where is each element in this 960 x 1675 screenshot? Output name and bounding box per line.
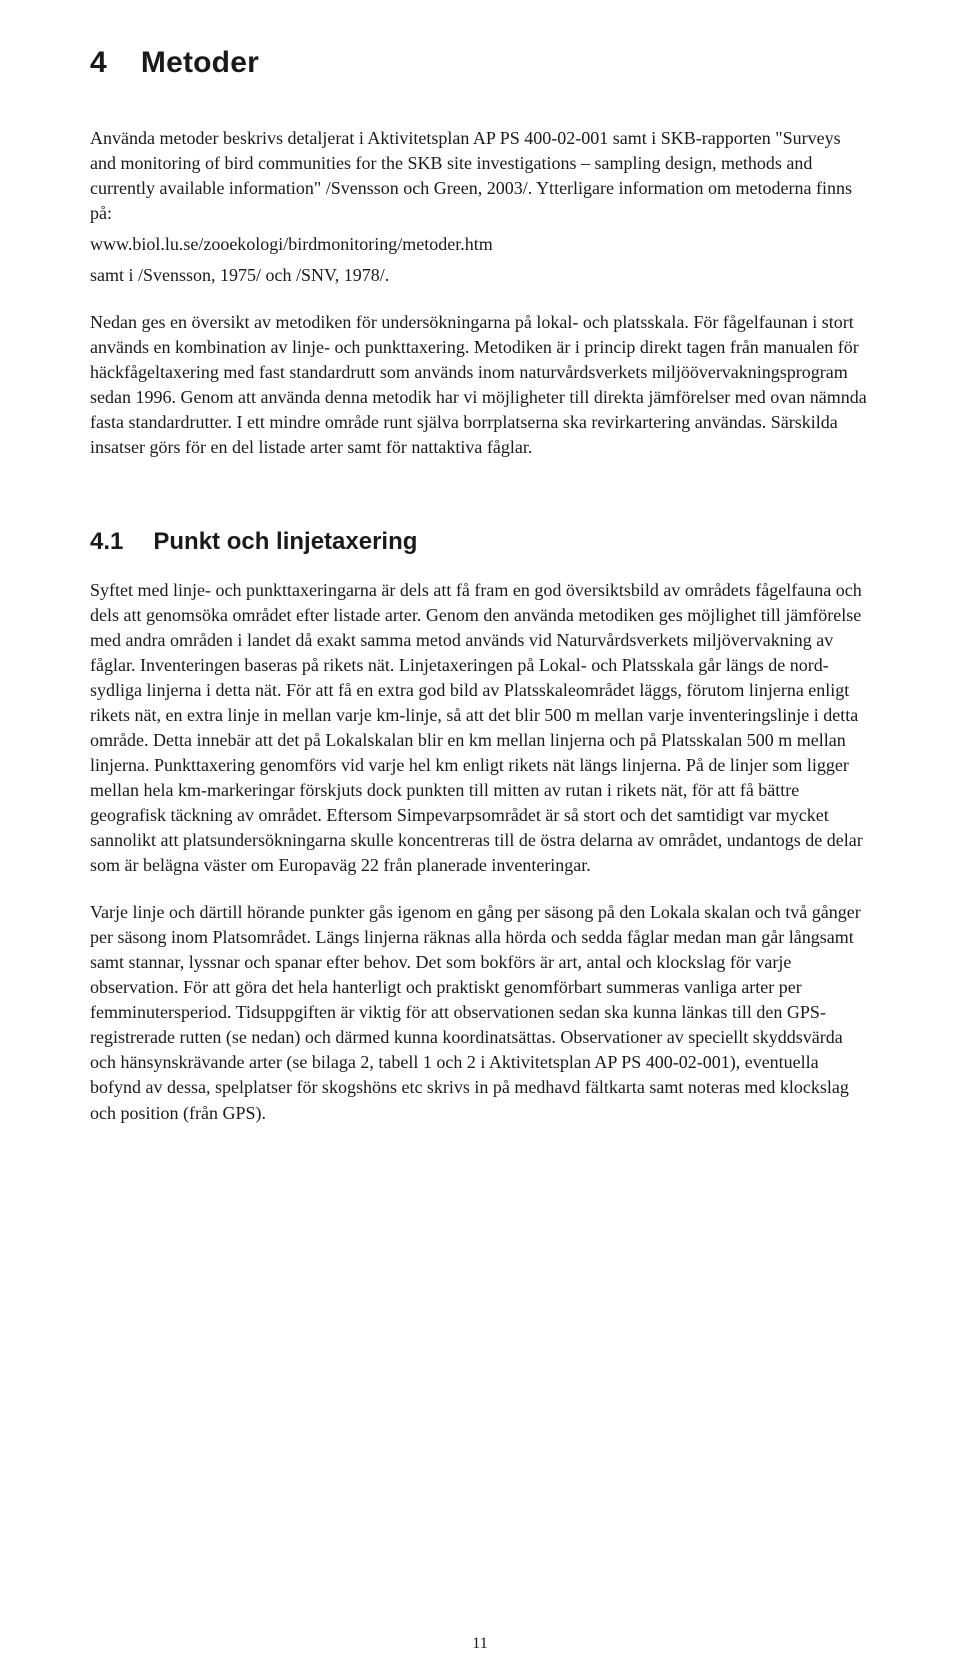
section-title: Metoder	[141, 46, 259, 79]
section-number: 4	[90, 46, 107, 80]
subsection-title: Punkt och linjetaxering	[153, 528, 417, 555]
paragraph-4-1-a: Syftet med linje- och punkttaxeringarna …	[90, 578, 870, 878]
page-number: 11	[0, 1635, 960, 1653]
paragraph-4-1-b: Varje linje och därtill hörande punkter …	[90, 900, 870, 1125]
paragraph-url: www.biol.lu.se/zooekologi/birdmonitoring…	[90, 232, 870, 257]
section-heading: 4 Metoder	[90, 46, 870, 80]
subsection-number: 4.1	[90, 528, 123, 556]
paragraph-overview: Nedan ges en översikt av metodiken för u…	[90, 310, 870, 460]
paragraph-intro-1: Använda metoder beskrivs detaljerat i Ak…	[90, 126, 870, 226]
paragraph-intro-2: samt i /Svensson, 1975/ och /SNV, 1978/.	[90, 263, 870, 288]
subsection-heading: 4.1 Punkt och linjetaxering	[90, 528, 870, 556]
